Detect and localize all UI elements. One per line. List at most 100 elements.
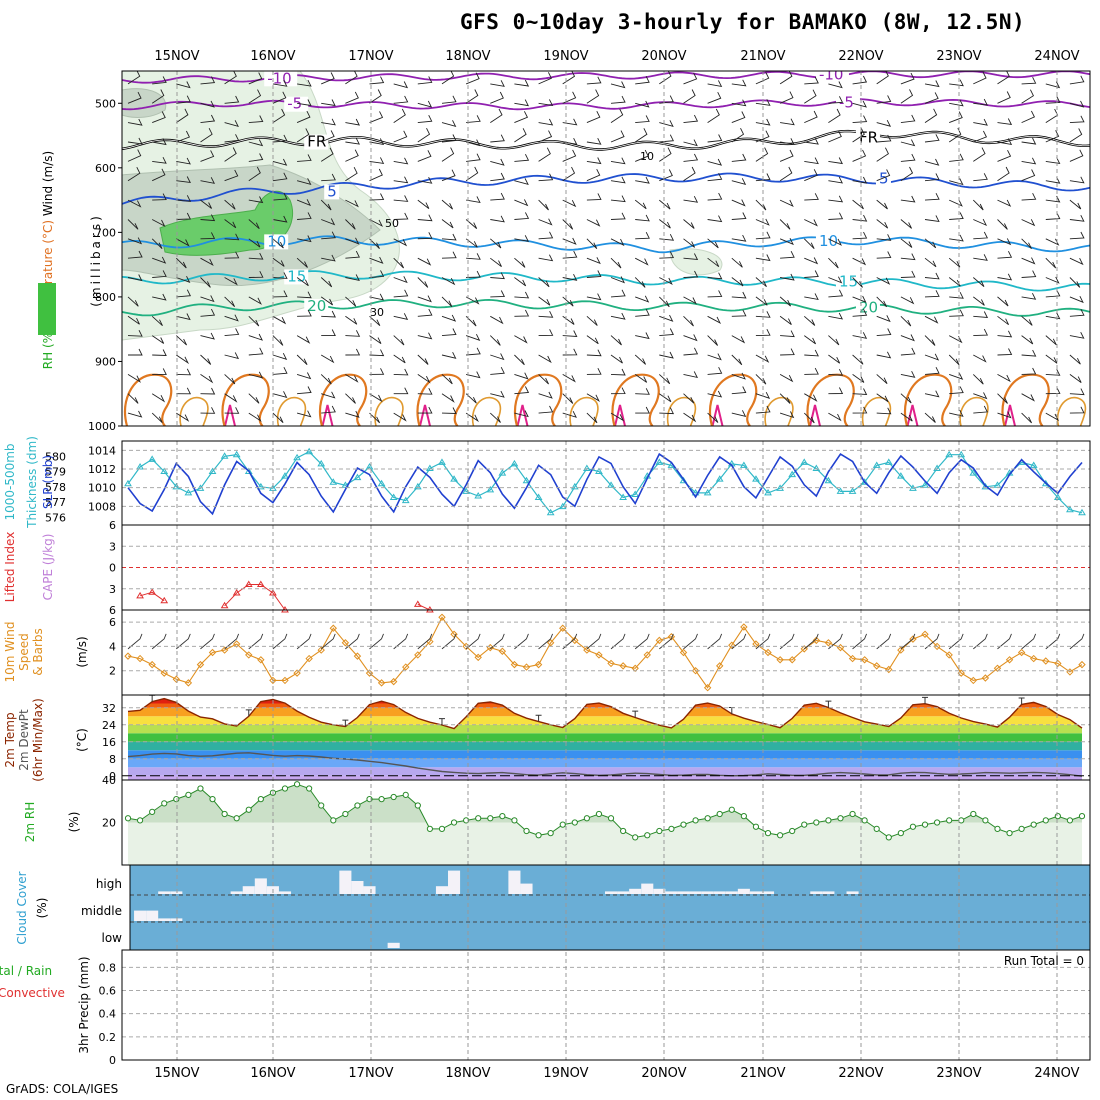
wind-barb [707, 192, 723, 201]
wind-barb [393, 157, 409, 165]
wind-barb [1069, 214, 1085, 222]
wind-barb [1069, 331, 1085, 339]
wind-barb [1021, 412, 1033, 424]
wind-speed-point [474, 653, 482, 662]
wind-barb [997, 118, 1013, 126]
cloud-bar-high [617, 891, 630, 894]
wind-speed-point [245, 651, 253, 659]
rh-point [185, 791, 192, 798]
wind-barb [248, 315, 260, 327]
surface-temp-contour [904, 373, 953, 426]
wind-barb [296, 410, 312, 418]
wind-barb [755, 173, 771, 182]
wind-speed-point [1078, 660, 1086, 669]
wind-barb [321, 173, 336, 182]
wind-barb [465, 296, 480, 305]
wind-barb [610, 412, 625, 422]
wind-barb [1045, 412, 1060, 422]
wind-barb [514, 212, 530, 220]
thickness-point [136, 462, 144, 470]
rh-point [668, 825, 675, 832]
thickness-point [945, 450, 954, 458]
wind-barb [127, 71, 141, 85]
rh-region-50 [122, 88, 167, 118]
wind-barb [779, 315, 792, 325]
wind-barb [1069, 308, 1085, 317]
wind-barb [200, 407, 216, 414]
wind-barb [369, 168, 383, 182]
wind-barb [876, 296, 888, 308]
wind-barb [345, 330, 361, 337]
cloud-bar-high [810, 891, 823, 894]
wind-speed-point [510, 660, 519, 669]
wind-barb [997, 149, 1012, 162]
wind-speed-point [607, 659, 615, 668]
wind-barb [949, 199, 963, 207]
wind-barb [683, 270, 699, 278]
wind-barb [272, 412, 284, 424]
wind-speed-point [534, 660, 543, 669]
wind-barb [369, 412, 381, 424]
wind-barb [297, 291, 312, 299]
wind-barb [127, 410, 143, 418]
wind-barb [272, 335, 284, 346]
wind-barb [997, 199, 1012, 207]
wind-barb [562, 410, 577, 418]
wind-barb [1045, 633, 1061, 650]
wind-barb [345, 237, 360, 245]
wind-barb [755, 147, 769, 162]
wind-barb [1069, 277, 1081, 288]
rh-point [547, 830, 554, 837]
wind-barb [876, 199, 888, 210]
wind-speed-point [389, 677, 398, 686]
wind-speed-point [124, 652, 132, 660]
thickness-point [232, 450, 241, 458]
thickness-point [486, 485, 495, 493]
wind-barb [731, 99, 747, 107]
rh-point [692, 817, 699, 824]
tick-label: 0 [109, 1054, 116, 1067]
wind-barb [200, 232, 216, 240]
wind-barb [779, 237, 794, 246]
wind-barb [248, 252, 264, 260]
wind-speed-point [220, 646, 229, 654]
wind-speed-point [232, 640, 241, 648]
wind-barb [586, 89, 600, 104]
wind-barb [369, 368, 385, 375]
surface-temp-contour-warm [614, 404, 626, 426]
pressure-tick-label: 1000 [88, 420, 116, 433]
thickness-point [921, 481, 929, 488]
wind-speed-point [933, 642, 941, 651]
wind-barb [852, 149, 867, 162]
rh-point [463, 817, 470, 824]
wind-barb [707, 335, 719, 346]
wind-barb [514, 257, 526, 268]
wind-barb [683, 347, 699, 356]
wind-barb [852, 128, 865, 143]
thickness-point [293, 453, 301, 461]
wind-barb [272, 290, 288, 298]
ylabel-part: Wind (m/s) [41, 151, 55, 216]
wind-speed-point [293, 669, 301, 677]
wind-barb [779, 393, 791, 404]
wind-barb [369, 76, 385, 85]
wind-speed-point [571, 636, 579, 645]
wind-barb [1045, 195, 1061, 203]
wind-barb [320, 147, 334, 162]
wind-barb [514, 386, 530, 395]
wind-speed-point [269, 676, 277, 685]
wind-barb [997, 315, 1010, 326]
wind-barb [828, 354, 841, 364]
thickness-point [317, 459, 326, 467]
wind-barb [779, 71, 793, 85]
temp-band [128, 724, 1082, 734]
lifted-index-point [136, 591, 144, 599]
wind-barb [393, 130, 408, 143]
rh-point [426, 825, 433, 832]
minmax-bar [1018, 697, 1025, 705]
thickness-point [256, 482, 265, 490]
rh-point [571, 819, 578, 826]
wind-barb [683, 195, 699, 203]
rh-point [281, 785, 289, 792]
